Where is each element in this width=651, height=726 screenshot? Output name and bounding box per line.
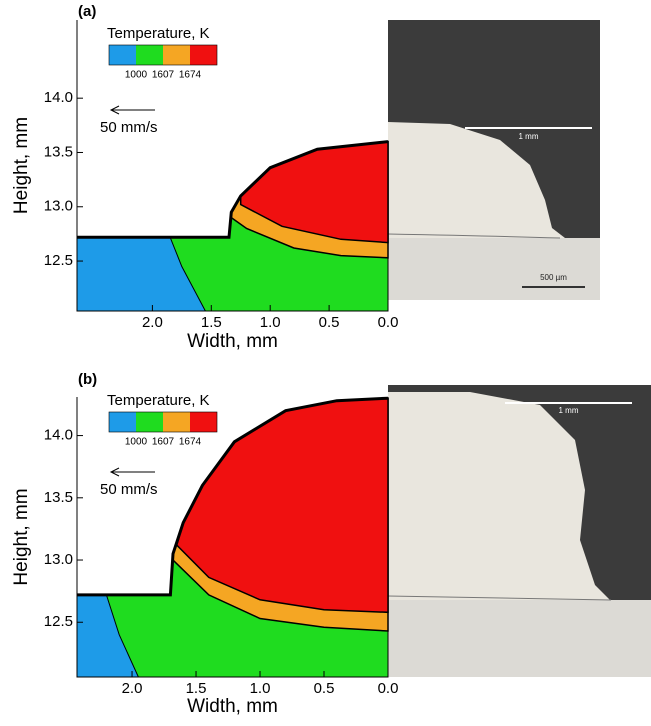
x-axis-label: Width, mm [187, 331, 278, 352]
y-axis-label: Height, mm [11, 488, 32, 585]
legend-level: 1000 [125, 70, 148, 81]
panel-label: (a) [78, 3, 96, 20]
y-tick-label: 14.0 [44, 89, 73, 106]
legend-swatch [190, 412, 217, 432]
panel-label: (b) [78, 371, 97, 388]
legend-swatch [109, 412, 136, 432]
scale-bar-label: 1 mm [559, 406, 579, 415]
x-tick-label: 1.5 [201, 314, 222, 331]
micrograph-bead [388, 122, 565, 238]
legend-swatch [136, 412, 163, 432]
x-tick-label: 1.0 [260, 314, 281, 331]
legend-level: 1607 [152, 70, 175, 81]
x-axis-label: Width, mm [187, 696, 278, 717]
x-tick-label: 1.0 [250, 680, 271, 697]
legend-swatch [163, 45, 190, 65]
x-tick-label: 0.5 [319, 314, 340, 331]
legend-swatch [190, 45, 217, 65]
x-tick-label: 0.5 [314, 680, 335, 697]
x-tick-label: 1.5 [186, 680, 207, 697]
legend-swatch [163, 412, 190, 432]
legend-swatch [136, 45, 163, 65]
y-tick-label: 14.0 [44, 427, 73, 444]
legend-level: 1674 [179, 437, 202, 448]
fusion-line [387, 233, 561, 239]
y-tick-label: 13.5 [44, 143, 73, 160]
scale-bar-label: 500 µm [540, 273, 567, 282]
legend-level: 1674 [179, 70, 202, 81]
x-tick-label: 0.0 [378, 314, 399, 331]
legend-level: 1607 [152, 437, 175, 448]
y-tick-label: 13.0 [44, 551, 73, 568]
y-tick-label: 12.5 [44, 252, 73, 269]
y-axis-label: Height, mm [11, 117, 32, 214]
micrograph-bead [388, 392, 610, 600]
x-tick-label: 0.0 [378, 680, 399, 697]
legend-level: 1000 [125, 437, 148, 448]
fusion-line [387, 595, 612, 601]
legend-swatch [109, 45, 136, 65]
micrograph-substrate [388, 600, 651, 677]
legend-title: Temperature, K [107, 392, 210, 409]
x-tick-label: 2.0 [122, 680, 143, 697]
scale-bar-label: 1 mm [519, 132, 539, 141]
legend-title: Temperature, K [107, 25, 210, 42]
surface [77, 396, 389, 597]
reference-vector-label: 50 mm/s [100, 481, 158, 498]
reference-arrowhead [109, 467, 120, 477]
surface [77, 140, 389, 239]
y-tick-label: 13.5 [44, 489, 73, 506]
y-tick-label: 12.5 [44, 613, 73, 630]
legend-frame [108, 44, 218, 66]
reference-arrowhead [109, 105, 120, 115]
x-tick-label: 2.0 [142, 314, 163, 331]
micrograph-substrate [388, 238, 600, 300]
y-tick-label: 13.0 [44, 198, 73, 215]
legend-frame [108, 411, 218, 433]
reference-vector-label: 50 mm/s [100, 119, 158, 136]
